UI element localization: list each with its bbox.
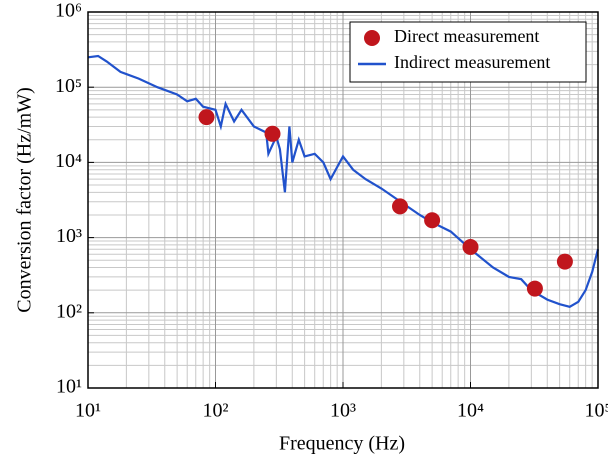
legend-label: Direct measurement	[394, 26, 539, 46]
plot-frame	[87, 11, 599, 389]
x-tick-label: 10¹	[75, 400, 101, 422]
y-tick-label: 10⁵	[55, 75, 82, 97]
y-axis-label: Conversion factor (Hz/mW)	[14, 87, 36, 312]
legend-label: Indirect measurement	[394, 52, 550, 72]
y-tick-label: 10³	[56, 225, 82, 247]
point	[526, 280, 543, 297]
y-tick-label: 10¹	[56, 376, 82, 398]
point	[424, 212, 441, 229]
legend-marker	[364, 30, 380, 46]
y-tick-label: 10⁶	[55, 0, 82, 22]
point	[264, 125, 281, 142]
point	[198, 109, 215, 126]
x-axis-label: Frequency (Hz)	[279, 433, 405, 455]
y-tick-label: 10²	[56, 300, 82, 322]
x-tick-label: 10³	[330, 400, 356, 422]
point	[556, 253, 573, 270]
point	[392, 198, 409, 215]
legend-box	[349, 21, 587, 83]
line-series	[87, 54, 600, 308]
x-tick-label: 10²	[203, 400, 229, 422]
y-tick-label: 10⁴	[55, 150, 82, 172]
x-tick-label: 10⁴	[457, 400, 484, 422]
x-tick-label: 10⁵	[585, 400, 608, 422]
point	[462, 238, 479, 255]
